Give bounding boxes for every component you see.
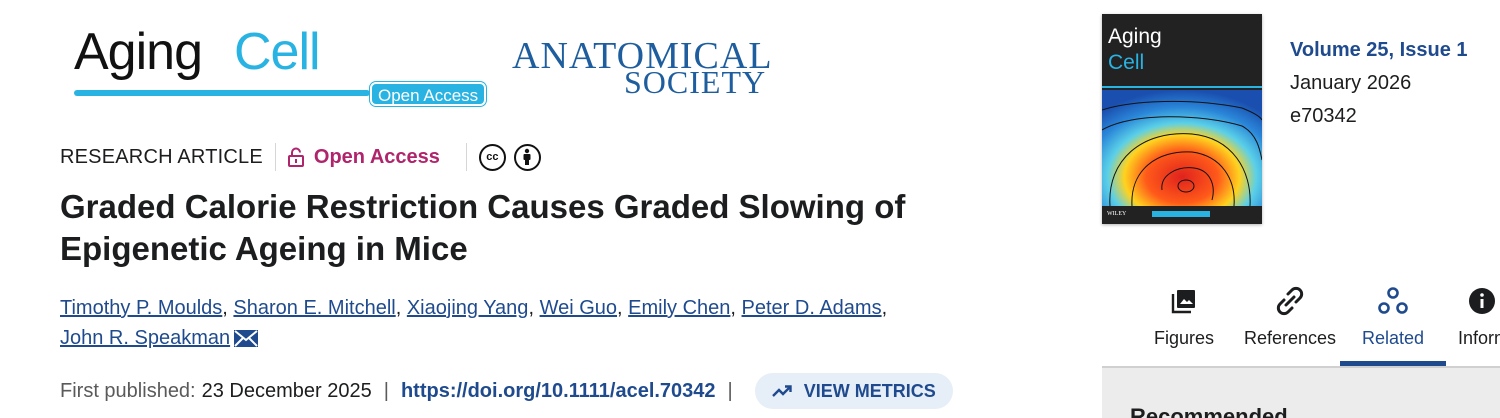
view-metrics-button[interactable]: VIEW METRICS	[754, 373, 953, 409]
tab-label: Information	[1458, 328, 1500, 348]
view-metrics-label: VIEW METRICS	[803, 380, 936, 401]
issue-info: Volume 25, Issue 1 January 2026 e70342	[1290, 34, 1468, 133]
journal-logo-open-access-badge: Open Access	[370, 82, 487, 106]
article-number: e70342	[1290, 105, 1357, 127]
tab-label: Figures	[1153, 328, 1215, 348]
journal-logo[interactable]: Aging Cell Open Access	[72, 22, 492, 108]
issue-cover-image[interactable]: Aging Cell WILEY	[1102, 14, 1262, 224]
tab-label: Related	[1361, 328, 1425, 348]
author-link[interactable]: Xiaojing Yang	[406, 297, 529, 319]
tab-figures[interactable]: Figures	[1144, 282, 1224, 366]
journal-logo-word-aging: Aging	[74, 23, 203, 81]
article-type: RESEARCH ARTICLE	[60, 145, 263, 168]
doi-link[interactable]: https://doi.org/10.1111/acel.70342	[400, 379, 716, 402]
cover-divider	[1102, 86, 1262, 88]
tab-information[interactable]: Information	[1458, 282, 1500, 366]
image-icon	[1171, 290, 1195, 314]
active-tab-indicator	[1340, 361, 1446, 366]
author-link[interactable]: Timothy P. Moulds	[60, 297, 223, 319]
cover-title-cell: Cell	[1108, 51, 1145, 74]
pipe-separator: |	[727, 379, 733, 402]
first-published-date: 23 December 2025	[201, 379, 372, 402]
cover-url-bar	[1152, 211, 1210, 217]
publication-info: First published: 23 December 2025 | http…	[60, 372, 953, 410]
society-logo[interactable]: ANATOMICAL SOCIETY	[512, 35, 773, 100]
license-icons[interactable]: cc	[478, 143, 541, 171]
author-link[interactable]: Emily Chen	[628, 297, 731, 319]
related-icon	[1378, 287, 1408, 314]
issue-volume-link[interactable]: Volume 25, Issue 1	[1290, 39, 1468, 61]
first-published-label: First published:	[60, 379, 196, 402]
pipe-separator: |	[383, 379, 389, 402]
article-title: Graded Calorie Restriction Causes Graded…	[60, 188, 906, 267]
author-link[interactable]: John R. Speakman	[60, 327, 231, 349]
trending-up-icon	[771, 385, 792, 397]
author-link[interactable]: Wei Guo	[539, 297, 618, 319]
tab-label: References	[1243, 328, 1337, 348]
journal-logo-word-cell: Cell	[234, 23, 321, 81]
divider	[465, 143, 467, 171]
open-access-badge[interactable]: Open Access	[287, 145, 440, 169]
cover-contour-art	[1102, 90, 1262, 206]
unlock-icon	[287, 147, 304, 167]
info-icon	[1469, 288, 1495, 314]
article-tabs: Figures References Related Information	[1102, 282, 1500, 366]
envelope-icon[interactable]	[234, 330, 259, 347]
attribution-icon	[513, 143, 541, 171]
society-logo-line2: SOCIETY	[624, 64, 767, 100]
cover-title-aging: Aging	[1108, 25, 1162, 48]
divider	[274, 143, 276, 171]
author-list: Timothy P. Moulds, Sharon E. Mitchell, X…	[60, 297, 888, 349]
society-logo-line1: ANATOMICAL	[512, 35, 773, 77]
cc-icon: cc	[478, 143, 506, 171]
link-icon	[1276, 286, 1304, 316]
tab-references[interactable]: References	[1240, 282, 1340, 366]
author-link[interactable]: Sharon E. Mitchell	[233, 297, 396, 319]
author-link[interactable]: Peter D. Adams	[741, 297, 882, 319]
recommended-panel: Recommended	[1102, 366, 1500, 418]
tab-related[interactable]: Related	[1340, 282, 1446, 366]
journal-logo-bar	[74, 90, 370, 96]
recommended-heading: Recommended	[1130, 404, 1288, 418]
cover-footer: WILEY	[1102, 206, 1262, 224]
issue-date: January 2026	[1290, 72, 1412, 94]
cover-publisher: WILEY	[1107, 211, 1127, 217]
open-access-label: Open Access	[313, 145, 440, 168]
article-meta-row: RESEARCH ARTICLE Open Access cc	[60, 142, 541, 172]
